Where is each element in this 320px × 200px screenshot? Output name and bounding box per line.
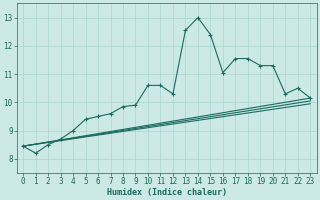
X-axis label: Humidex (Indice chaleur): Humidex (Indice chaleur) [107, 188, 227, 197]
